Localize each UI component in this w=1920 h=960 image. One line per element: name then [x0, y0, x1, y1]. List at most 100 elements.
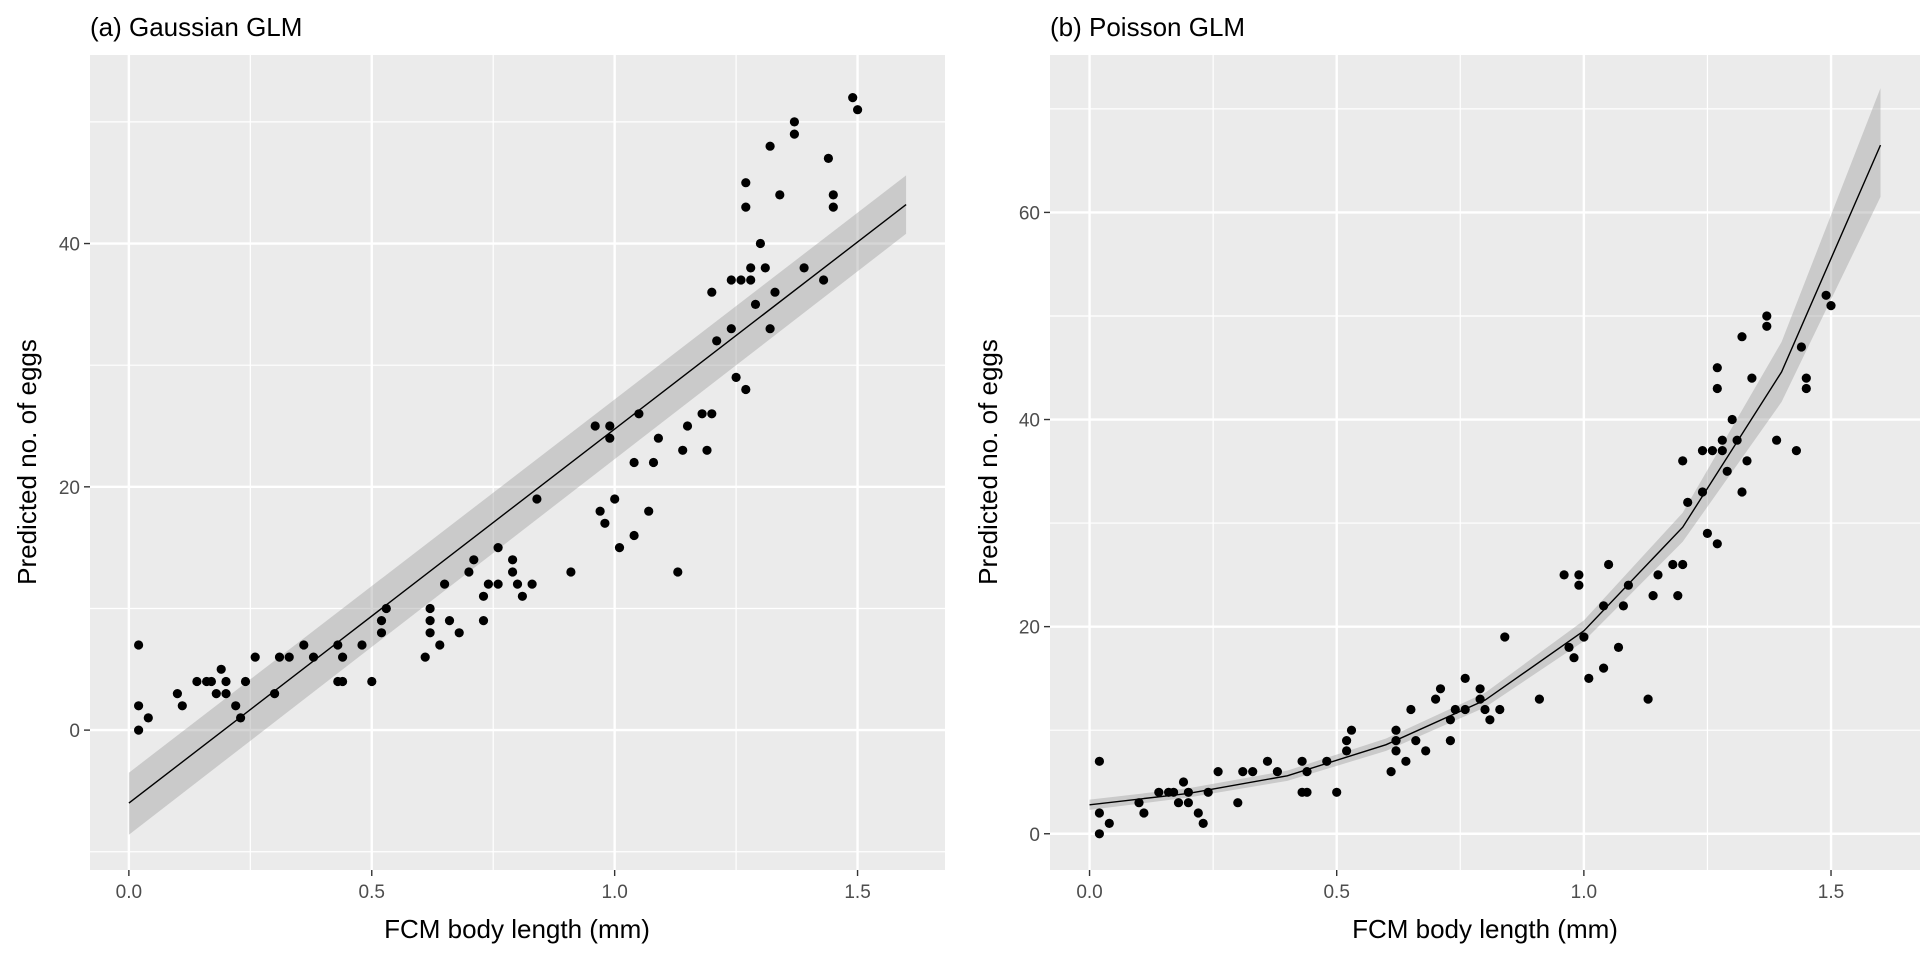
data-point — [367, 676, 377, 687]
major-gridlines — [90, 55, 945, 870]
data-point — [828, 202, 838, 212]
data-point — [702, 445, 712, 455]
data-point — [425, 628, 435, 638]
data-point — [469, 555, 479, 565]
data-point — [741, 202, 751, 212]
data-point — [1722, 466, 1732, 476]
data-point — [1450, 704, 1460, 715]
data-point — [853, 105, 863, 115]
data-point — [1653, 570, 1663, 580]
data-point — [1712, 363, 1722, 373]
data-point — [1613, 642, 1624, 653]
data-point — [1203, 787, 1213, 797]
fitted-line — [1089, 144, 1882, 806]
y-tick-label: 20 — [1019, 618, 1040, 639]
data-point — [454, 628, 464, 638]
data-point — [172, 689, 182, 699]
data-point — [216, 664, 226, 674]
data-point — [1801, 373, 1811, 383]
data-point — [741, 384, 751, 395]
data-point — [1599, 601, 1609, 611]
data-point — [1460, 673, 1470, 684]
data-point — [1272, 767, 1282, 777]
data-point — [333, 640, 343, 650]
data-point — [425, 603, 435, 614]
data-point — [444, 616, 455, 626]
data-point — [765, 141, 775, 151]
data-point — [1707, 446, 1717, 456]
chart-panel-gaussian: (a) Gaussian GLM 0.0 0.5 1.0 1.5 0 20 40 FCM … — [12, 12, 945, 944]
data-point — [420, 652, 430, 662]
x-axis-title: FCM body length (mm) — [1352, 914, 1618, 944]
data-point — [1480, 704, 1490, 715]
data-point — [527, 579, 537, 589]
data-point — [629, 530, 639, 541]
data-point — [1094, 808, 1104, 818]
x-tick-label: 0.5 — [359, 882, 385, 903]
data-point — [1233, 798, 1243, 808]
data-point — [177, 701, 187, 711]
data-point — [746, 263, 756, 273]
data-point — [425, 616, 435, 626]
data-point — [1213, 767, 1223, 777]
data-point — [1599, 663, 1609, 673]
data-point — [1648, 591, 1658, 601]
data-point — [376, 628, 387, 638]
data-point — [1534, 694, 1544, 704]
data-point — [726, 275, 736, 285]
data-point — [765, 324, 775, 334]
data-point — [1742, 456, 1752, 466]
data-point — [750, 299, 761, 309]
data-point — [270, 689, 280, 699]
data-point — [1762, 311, 1772, 321]
y-tick-label: 0 — [69, 721, 80, 742]
data-point — [284, 652, 294, 662]
data-point — [1445, 715, 1455, 725]
minor-gridlines — [1050, 55, 1920, 870]
data-point — [464, 567, 474, 577]
data-point — [1791, 446, 1801, 456]
x-tick-label: 1.5 — [1818, 882, 1844, 903]
data-point — [493, 579, 503, 589]
data-point — [1801, 383, 1811, 394]
data-point — [1346, 725, 1357, 735]
data-point — [517, 591, 528, 601]
data-point — [673, 567, 683, 577]
data-point — [1406, 704, 1416, 715]
data-point — [828, 190, 838, 200]
data-point — [1683, 497, 1693, 507]
data-point — [629, 457, 639, 468]
data-point — [1762, 321, 1772, 331]
major-gridlines — [1050, 55, 1920, 870]
data-point — [1401, 756, 1411, 766]
data-point — [775, 190, 785, 200]
data-point — [1302, 787, 1312, 797]
data-point — [1262, 756, 1273, 766]
data-point — [1332, 787, 1342, 797]
data-point — [1139, 808, 1149, 818]
data-point — [1475, 694, 1485, 704]
data-point — [1712, 539, 1722, 549]
data-point — [678, 445, 688, 455]
y-axis-title: Predicted no. of eggs — [12, 339, 42, 585]
data-point — [746, 275, 756, 285]
data-point — [707, 409, 717, 419]
data-point — [134, 725, 144, 735]
data-point — [1737, 487, 1747, 497]
data-point — [770, 287, 780, 297]
data-point — [507, 567, 518, 577]
data-point — [697, 409, 707, 419]
data-point — [1391, 725, 1401, 735]
x-tick-label: 1.5 — [844, 882, 870, 903]
data-point — [731, 372, 741, 382]
data-point — [1431, 694, 1441, 704]
chart-title: (a) Gaussian GLM — [90, 12, 302, 42]
data-point — [1678, 559, 1688, 570]
data-point — [848, 93, 858, 103]
data-point — [1297, 756, 1307, 766]
x-axis-ticks: 0.0 0.5 1.0 1.5 — [1076, 870, 1844, 903]
data-point — [1342, 746, 1352, 756]
plot-background — [1050, 55, 1920, 870]
data-point — [1248, 767, 1258, 777]
chart-panel-poisson: (b) Poisson GLM 0.0 0.5 1.0 1.5 0 20 40 60 FCM… — [973, 12, 1920, 944]
